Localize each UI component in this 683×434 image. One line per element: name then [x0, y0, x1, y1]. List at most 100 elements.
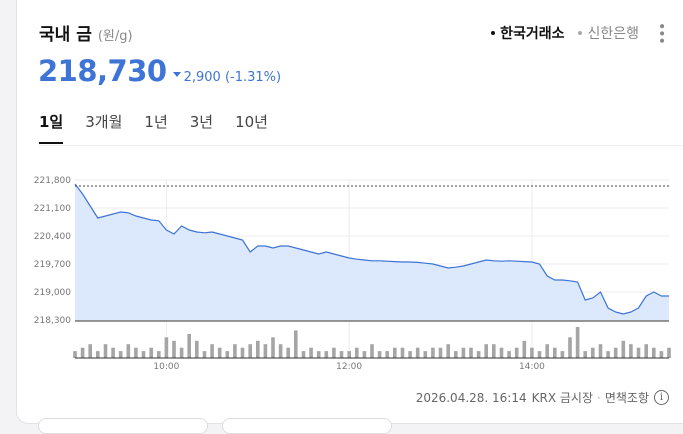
source-krx-label: 한국거래소 [500, 25, 565, 42]
price-chart[interactable]: 221,800 221,100 220,400 219,700 219,000 218,3… [17, 160, 683, 380]
volume-bar [149, 347, 153, 358]
y-tick-label: 220,400 [34, 232, 71, 242]
data-source: KRX 금시장 [531, 391, 593, 405]
volume-bar [347, 351, 351, 358]
disclaimer-link[interactable]: 면책조항 [604, 391, 649, 405]
volume-bar [103, 344, 108, 358]
volume-bar [431, 347, 435, 358]
bottom-button-right[interactable] [222, 418, 392, 434]
more-vertical-icon[interactable]: ••• [653, 22, 669, 44]
volume-bar [141, 351, 146, 358]
volume-bar [446, 344, 450, 358]
volume-bar [507, 351, 511, 358]
volume-bar [271, 337, 275, 358]
volume-bar [278, 344, 283, 358]
volume-bar [157, 351, 161, 358]
title-row: 국내 금 (원/g) [39, 20, 133, 45]
source-selector: 한국거래소 신한은행 ••• [477, 22, 669, 44]
volume-bar [309, 347, 313, 358]
volume-bar [118, 351, 123, 358]
volume-bar [195, 340, 199, 358]
volume-bar [370, 344, 374, 358]
card-title: 국내 금 [39, 25, 92, 45]
volume-bar [225, 351, 230, 358]
volume-bar [461, 347, 466, 358]
x-tick-label: 10:00 [153, 362, 179, 372]
volume-bar [408, 351, 412, 358]
volume-bar [598, 344, 603, 358]
volume-bar [126, 344, 131, 358]
volume-bar [256, 340, 260, 358]
price-line [74, 183, 669, 315]
y-tick-label: 221,800 [34, 176, 71, 186]
footer: 2026.04.28. 16:14 KRX 금시장 · 면책조항 i [416, 389, 669, 406]
volume-bar [530, 347, 534, 358]
volume-bar [583, 351, 587, 358]
price-row: 218,730 2,900 (-1.31%) [38, 54, 281, 88]
tabs-divider [39, 145, 683, 146]
volume-bar [240, 347, 245, 358]
volume-bar [613, 347, 618, 358]
volume-bar [568, 337, 572, 358]
volume-bar [294, 330, 298, 358]
price-unit: (원/g) [97, 29, 133, 44]
y-tick-label: 219,700 [34, 260, 71, 270]
volume-bar [316, 351, 321, 358]
volume-bar [636, 347, 641, 358]
down-triangle-icon [172, 72, 181, 77]
tab-10y[interactable]: 10년 [235, 113, 268, 131]
source-shinhan[interactable]: 신한은행 [578, 23, 639, 43]
source-krx[interactable]: 한국거래소 [491, 23, 564, 43]
volume-bar [202, 351, 207, 358]
volume-bar [454, 351, 458, 358]
volume-bar [111, 347, 115, 358]
volume-bar [652, 347, 656, 358]
volume-bar [263, 344, 268, 358]
volume-bar [96, 351, 100, 358]
volume-bar [522, 340, 527, 358]
info-icon[interactable]: i [654, 390, 669, 405]
volume-bar [179, 347, 184, 358]
x-tick-label: 14:00 [519, 362, 545, 372]
source-shinhan-label: 신한은행 [587, 25, 639, 42]
tab-3m[interactable]: 3개월 [85, 113, 123, 131]
separator-dot: · [597, 390, 601, 405]
unselected-dot-icon [578, 30, 583, 35]
volume-bar [606, 351, 610, 358]
volume-bar [355, 347, 359, 358]
volume-bar [164, 337, 169, 358]
volume-bar [415, 347, 420, 358]
volume-bar [187, 333, 191, 358]
volume-bar [217, 347, 222, 358]
volume-bar [438, 347, 443, 358]
tab-1y[interactable]: 1년 [144, 113, 168, 131]
volume-bar [73, 351, 77, 358]
volume-bar [591, 347, 595, 358]
volume-bar [575, 327, 580, 358]
gold-price-card: 국내 금 (원/g) 한국거래소 신한은행 ••• 218,730 2,900 … [16, 0, 683, 424]
volume-bar [301, 351, 306, 358]
volume-bar [134, 347, 138, 358]
volume-bar [423, 351, 428, 358]
volume-bar [210, 344, 214, 358]
period-tabs: 1일 3개월 1년 3년 10년 [39, 111, 290, 144]
volume-bar [88, 344, 92, 358]
volume-bar [537, 351, 542, 358]
volume-bar [667, 347, 671, 358]
price-change: 2,900 (-1.31%) [183, 70, 282, 85]
current-price: 218,730 [38, 54, 167, 88]
volume-bar [339, 351, 344, 358]
volume-bar [659, 351, 664, 358]
volume-bar [545, 344, 549, 358]
volume-bar [629, 344, 633, 358]
y-tick-label: 218,300 [34, 316, 71, 326]
tab-1d[interactable]: 1일 [39, 111, 64, 144]
bottom-button-left[interactable] [38, 418, 208, 434]
volume-bar [476, 351, 481, 358]
volume-bar [385, 351, 389, 358]
volume-bar [469, 347, 473, 358]
volume-bar [621, 340, 626, 358]
tab-3y[interactable]: 3년 [189, 113, 214, 131]
volume-bar [553, 347, 557, 358]
x-tick-label: 12:00 [336, 362, 362, 372]
